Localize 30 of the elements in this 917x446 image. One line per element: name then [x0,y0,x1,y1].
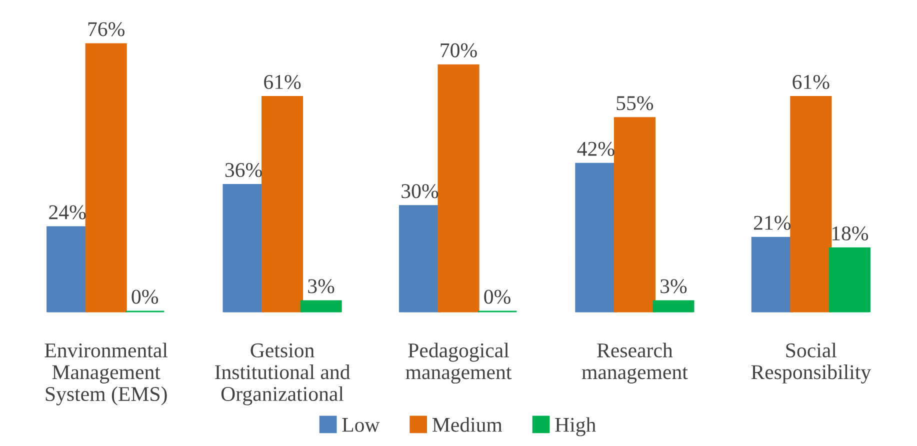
data-label: 70% [440,43,477,58]
data-label: 0% [132,290,158,304]
bar [652,300,694,312]
bar [575,162,617,312]
legend-label: Low [342,418,380,432]
data-label: 3% [308,279,334,294]
data-label: 3% [660,279,687,294]
bar [438,64,480,312]
data-label: 55% [616,96,654,110]
bar [300,300,342,312]
x-tick-label: Social Responsibility [751,342,872,384]
x-tick-label: Research management [582,342,688,384]
bar [790,96,832,312]
data-label: 18% [832,226,868,240]
bar [262,96,304,312]
x-tick-label: Pedagogical management [406,342,512,384]
bar [46,226,88,312]
legend-label: Medium [432,417,502,432]
x-tick-label: Environmental Management System (EMS) [44,342,168,406]
bar [828,247,870,312]
data-label: 61% [264,74,301,90]
bar [85,43,127,312]
data-label: 61% [792,74,830,90]
bar [222,184,264,312]
bar [614,117,656,312]
data-label: 76% [88,22,124,36]
legend-label: High [555,417,596,436]
data-label: 0% [484,290,510,304]
bar [751,236,793,312]
x-tick-label: Getsion Institutional and Organizational [215,343,350,406]
